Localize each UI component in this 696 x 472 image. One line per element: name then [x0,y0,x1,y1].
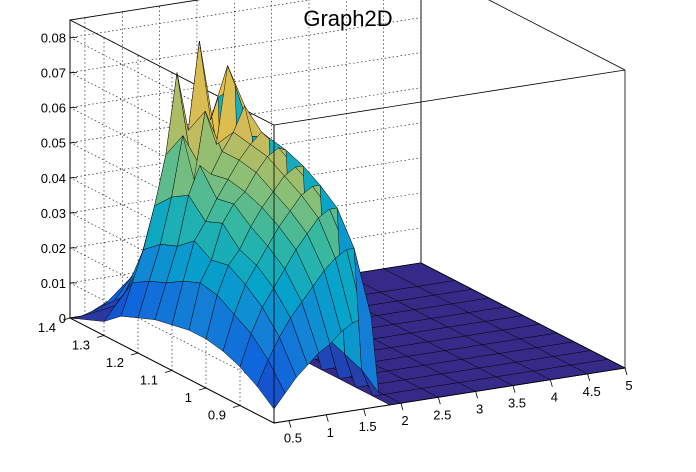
y-tick-label: 1.4 [38,320,56,335]
y-tick-label: 1.2 [106,355,124,370]
z-tick-label: 0 [59,311,66,326]
x-tick-label: 4 [551,390,558,405]
z-tick-label: 0.08 [41,31,66,46]
x-tick-label: 1.5 [359,419,377,434]
box-edge [420,262,626,369]
x-tick-label: 2.5 [433,407,451,422]
x-tick-mark [587,373,591,381]
x-tick-mark [325,414,329,422]
y-tick-label: 1.3 [72,338,90,353]
x-tick-label: 0.5 [284,431,302,446]
box-edge [273,367,626,424]
x-tick-label: 3 [476,401,483,416]
x-tick-label: 5 [625,378,632,393]
x-tick-mark [475,391,479,399]
y-tick-label: 1.1 [140,373,158,388]
x-tick-mark [400,402,404,411]
box-edge [488,0,626,71]
z-tick-label: 0.05 [41,136,66,151]
y-tick-mark [164,370,173,373]
z-tick-label: 0.06 [41,101,66,116]
y-tick-label: 0.9 [208,408,226,423]
y-tick-mark [62,317,71,321]
chart-title: Graph2D [303,6,393,31]
x-tick-label: 3.5 [508,396,526,411]
z-tick-label: 0.02 [41,241,66,256]
x-tick-label: 1 [327,425,334,440]
y-tick-mark [198,387,207,391]
x-tick-label: 4.5 [583,384,601,399]
z-tick-label: 0.01 [41,276,66,291]
z-tick-label: 0.07 [41,66,66,81]
x-tick-mark [288,420,292,428]
y-tick-mark [232,405,241,408]
x-tick-mark [512,385,516,393]
box-edge [273,69,626,126]
x-tick-mark [624,367,628,376]
y-tick-label: 1 [185,390,192,405]
x-tick-label: 2 [401,413,408,428]
x-tick-mark [549,379,553,387]
z-tick-label: 0.04 [41,171,66,186]
x-tick-mark [363,408,367,417]
x-tick-mark [437,397,441,405]
z-tick-label: 0.03 [41,206,66,221]
y-tick-mark [130,352,139,356]
y-tick-mark [96,335,105,338]
